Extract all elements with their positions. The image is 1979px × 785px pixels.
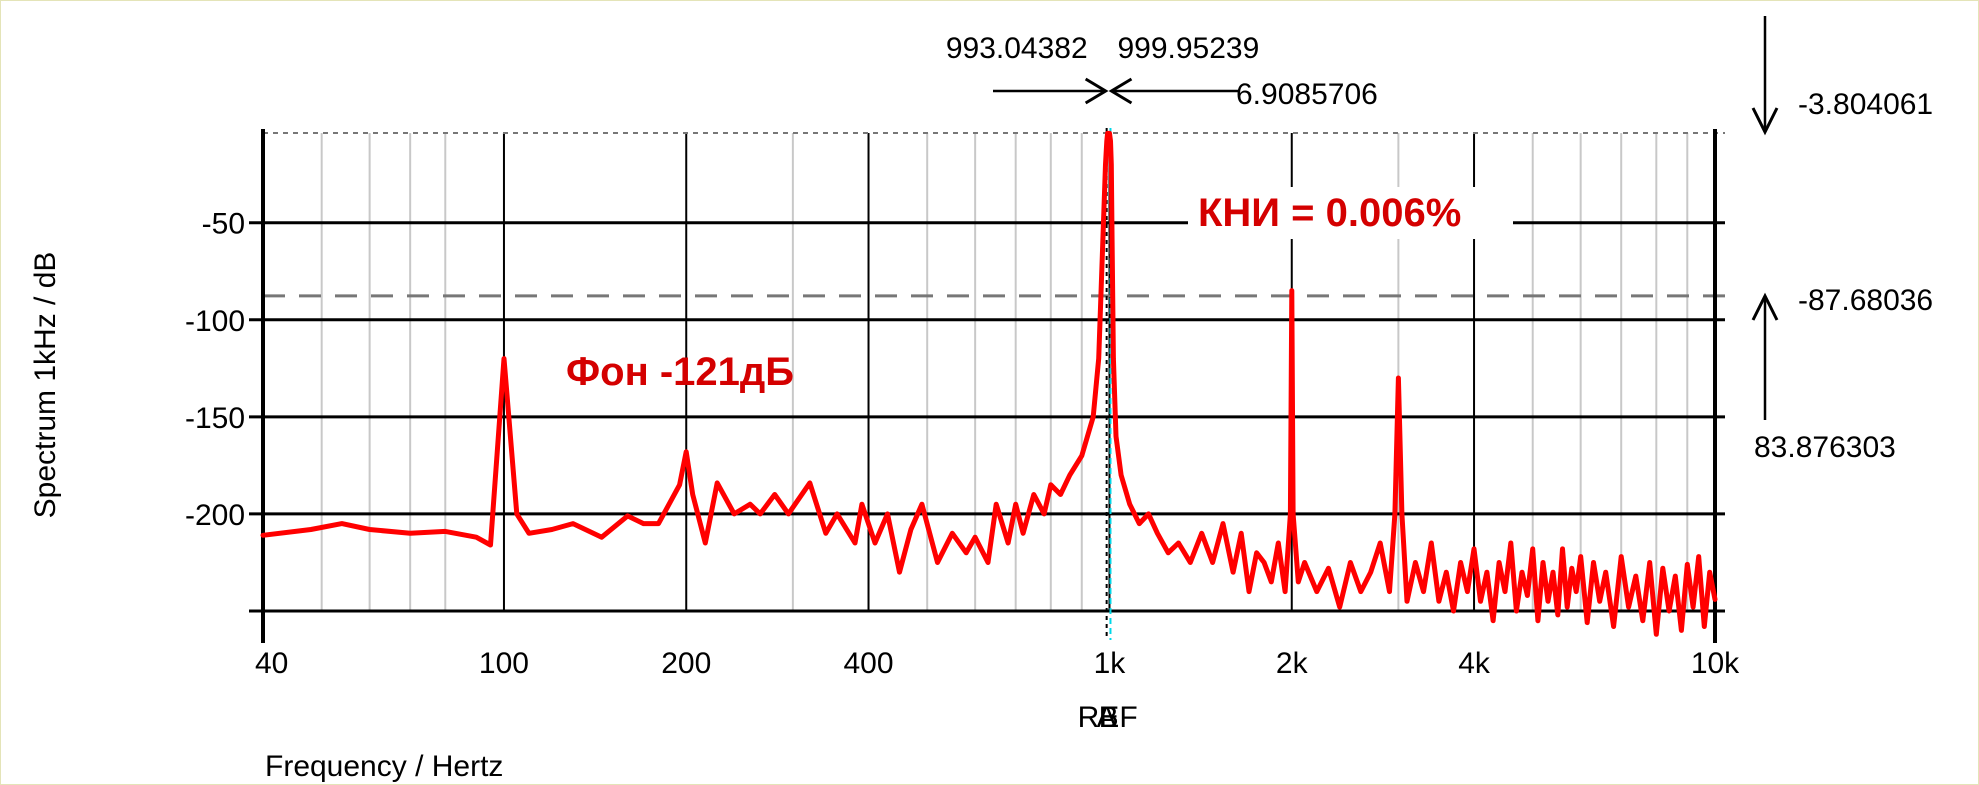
x-tick-label: 100 xyxy=(479,647,529,680)
level-top-value: -3.804061 xyxy=(1798,88,1933,121)
cursor-a-marker: A xyxy=(1097,701,1117,734)
x-tick-label: 2k xyxy=(1276,647,1309,680)
axes xyxy=(261,129,1717,643)
x-tick-label: 4k xyxy=(1458,647,1491,680)
cursor-overlay xyxy=(993,16,1779,640)
delta-x-arrow-right-head xyxy=(1108,77,1133,105)
y-tick-label: -100 xyxy=(185,305,245,338)
level-up-arrow-head xyxy=(1751,292,1779,321)
level-down-arrow-head xyxy=(1751,107,1779,136)
x-tick-label: 200 xyxy=(661,647,711,680)
thd-annotation: КНИ = 0.006% xyxy=(1198,191,1461,235)
x-tick-label: 1k xyxy=(1094,647,1127,680)
series-layer xyxy=(260,130,1718,637)
thd-label-background xyxy=(1188,187,1513,239)
delta-x-arrow-left-head xyxy=(1084,77,1109,105)
level-harmonic-value: -87.68036 xyxy=(1798,284,1933,317)
delta-level-value: 83.876303 xyxy=(1754,431,1896,464)
cursor-b-value: 999.95239 xyxy=(1117,32,1259,65)
y-tick-label: -150 xyxy=(185,402,245,435)
cursor-a-value: 993.04382 xyxy=(946,32,1088,65)
x-tick-label: 10k xyxy=(1691,647,1740,680)
y-tick-label: -50 xyxy=(202,208,245,241)
delta-x-value: 6.9085706 xyxy=(1236,78,1378,111)
x-tick-label: 400 xyxy=(843,647,893,680)
cursor-b-marker: B xyxy=(1099,701,1119,734)
x-tick-label: 40 xyxy=(255,647,288,680)
y-tick-label: -200 xyxy=(185,499,245,532)
hum-annotation: Фон -121дБ xyxy=(566,350,794,394)
series-line-0 xyxy=(260,130,1718,637)
chart-labels: 40 100 200 400 1k 2k 4k 10k -50 -100 -150 -200 Frequ… xyxy=(29,32,1933,783)
x-axis-title: Frequency / Hertz xyxy=(265,750,503,783)
y-axis-title: Spectrum 1kHz / dB xyxy=(29,252,62,519)
cursor-ref-marker: REF xyxy=(1078,701,1138,734)
